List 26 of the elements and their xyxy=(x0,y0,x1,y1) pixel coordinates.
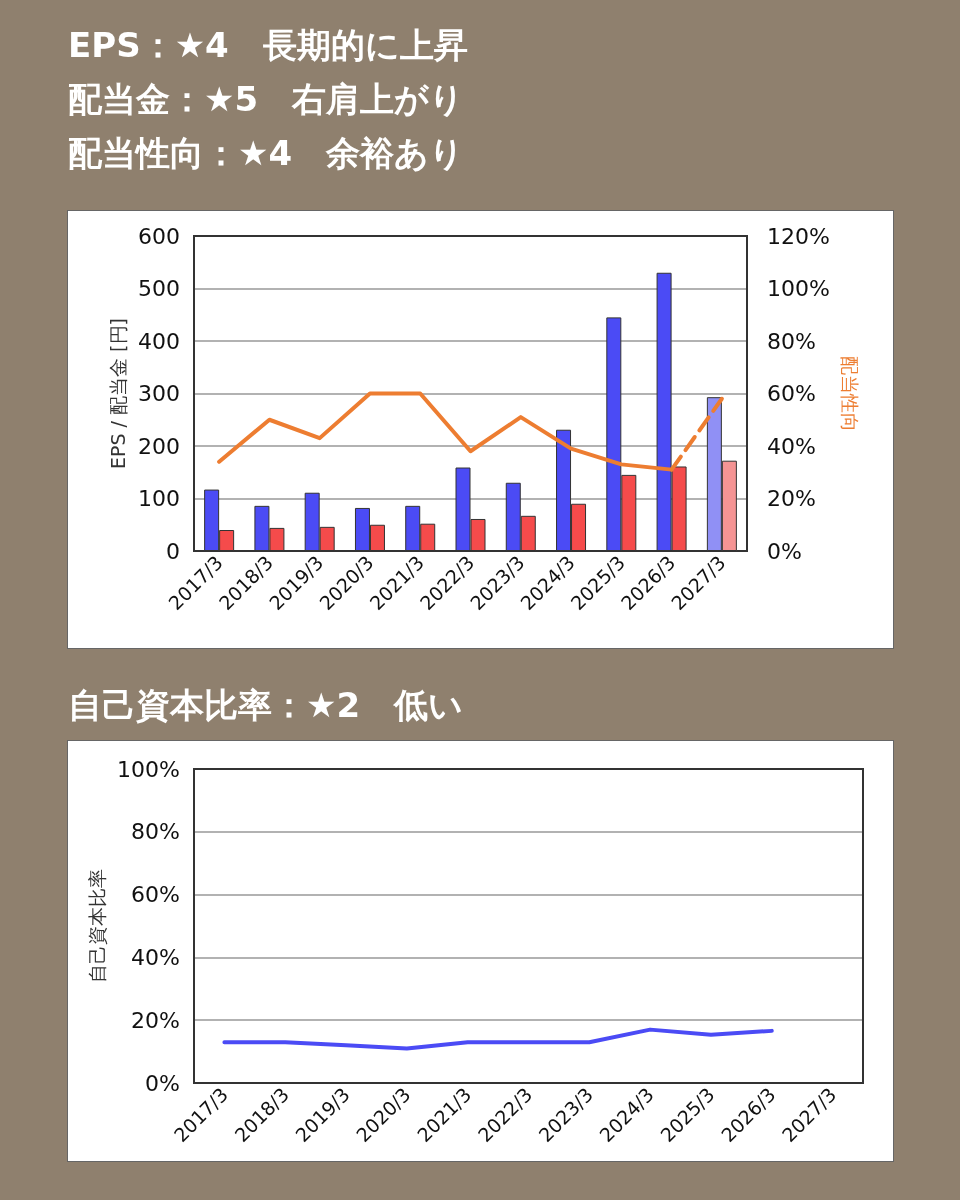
y2-tick-label: 40% xyxy=(767,433,816,459)
y-tick-label: 500 xyxy=(138,276,180,301)
y2-tick-label: 60% xyxy=(767,381,816,406)
y2-tick-label: 80% xyxy=(767,328,816,354)
chart-title: 自己資本比率：★2 低い xyxy=(68,684,464,727)
y2-tick-label: 100% xyxy=(767,276,830,301)
y-tick-label: 60% xyxy=(131,882,180,908)
y-tick-label: 400 xyxy=(138,328,180,354)
y2-tick-label: 120% xyxy=(767,223,830,249)
y-tick-label: 300 xyxy=(138,381,180,406)
y-tick-label: 40% xyxy=(131,944,180,970)
y-axis-title: 自己資本比率 xyxy=(85,869,108,983)
line-series xyxy=(222,1027,774,1051)
y2-tick-label: 0% xyxy=(767,538,802,564)
y-tick-label: 200 xyxy=(138,433,180,459)
y-tick-label: 20% xyxy=(131,1007,180,1033)
y-axis-title: EPS / 配当金 [円] xyxy=(106,318,129,469)
chart-title: EPS：★4 長期的に上昇 xyxy=(68,24,468,67)
text: 配当金：★5 右肩上がり xyxy=(68,78,465,121)
y-tick-label: 80% xyxy=(131,819,180,845)
y2-tick-label: 20% xyxy=(767,486,816,511)
y2-axis-title: 配当性向 xyxy=(839,355,862,432)
y-tick-label: 600 xyxy=(138,223,180,249)
y-tick-label: 100 xyxy=(138,486,180,511)
y-tick-label: 100% xyxy=(117,756,180,782)
text: 配当性向：★4 余裕あり xyxy=(68,132,465,175)
